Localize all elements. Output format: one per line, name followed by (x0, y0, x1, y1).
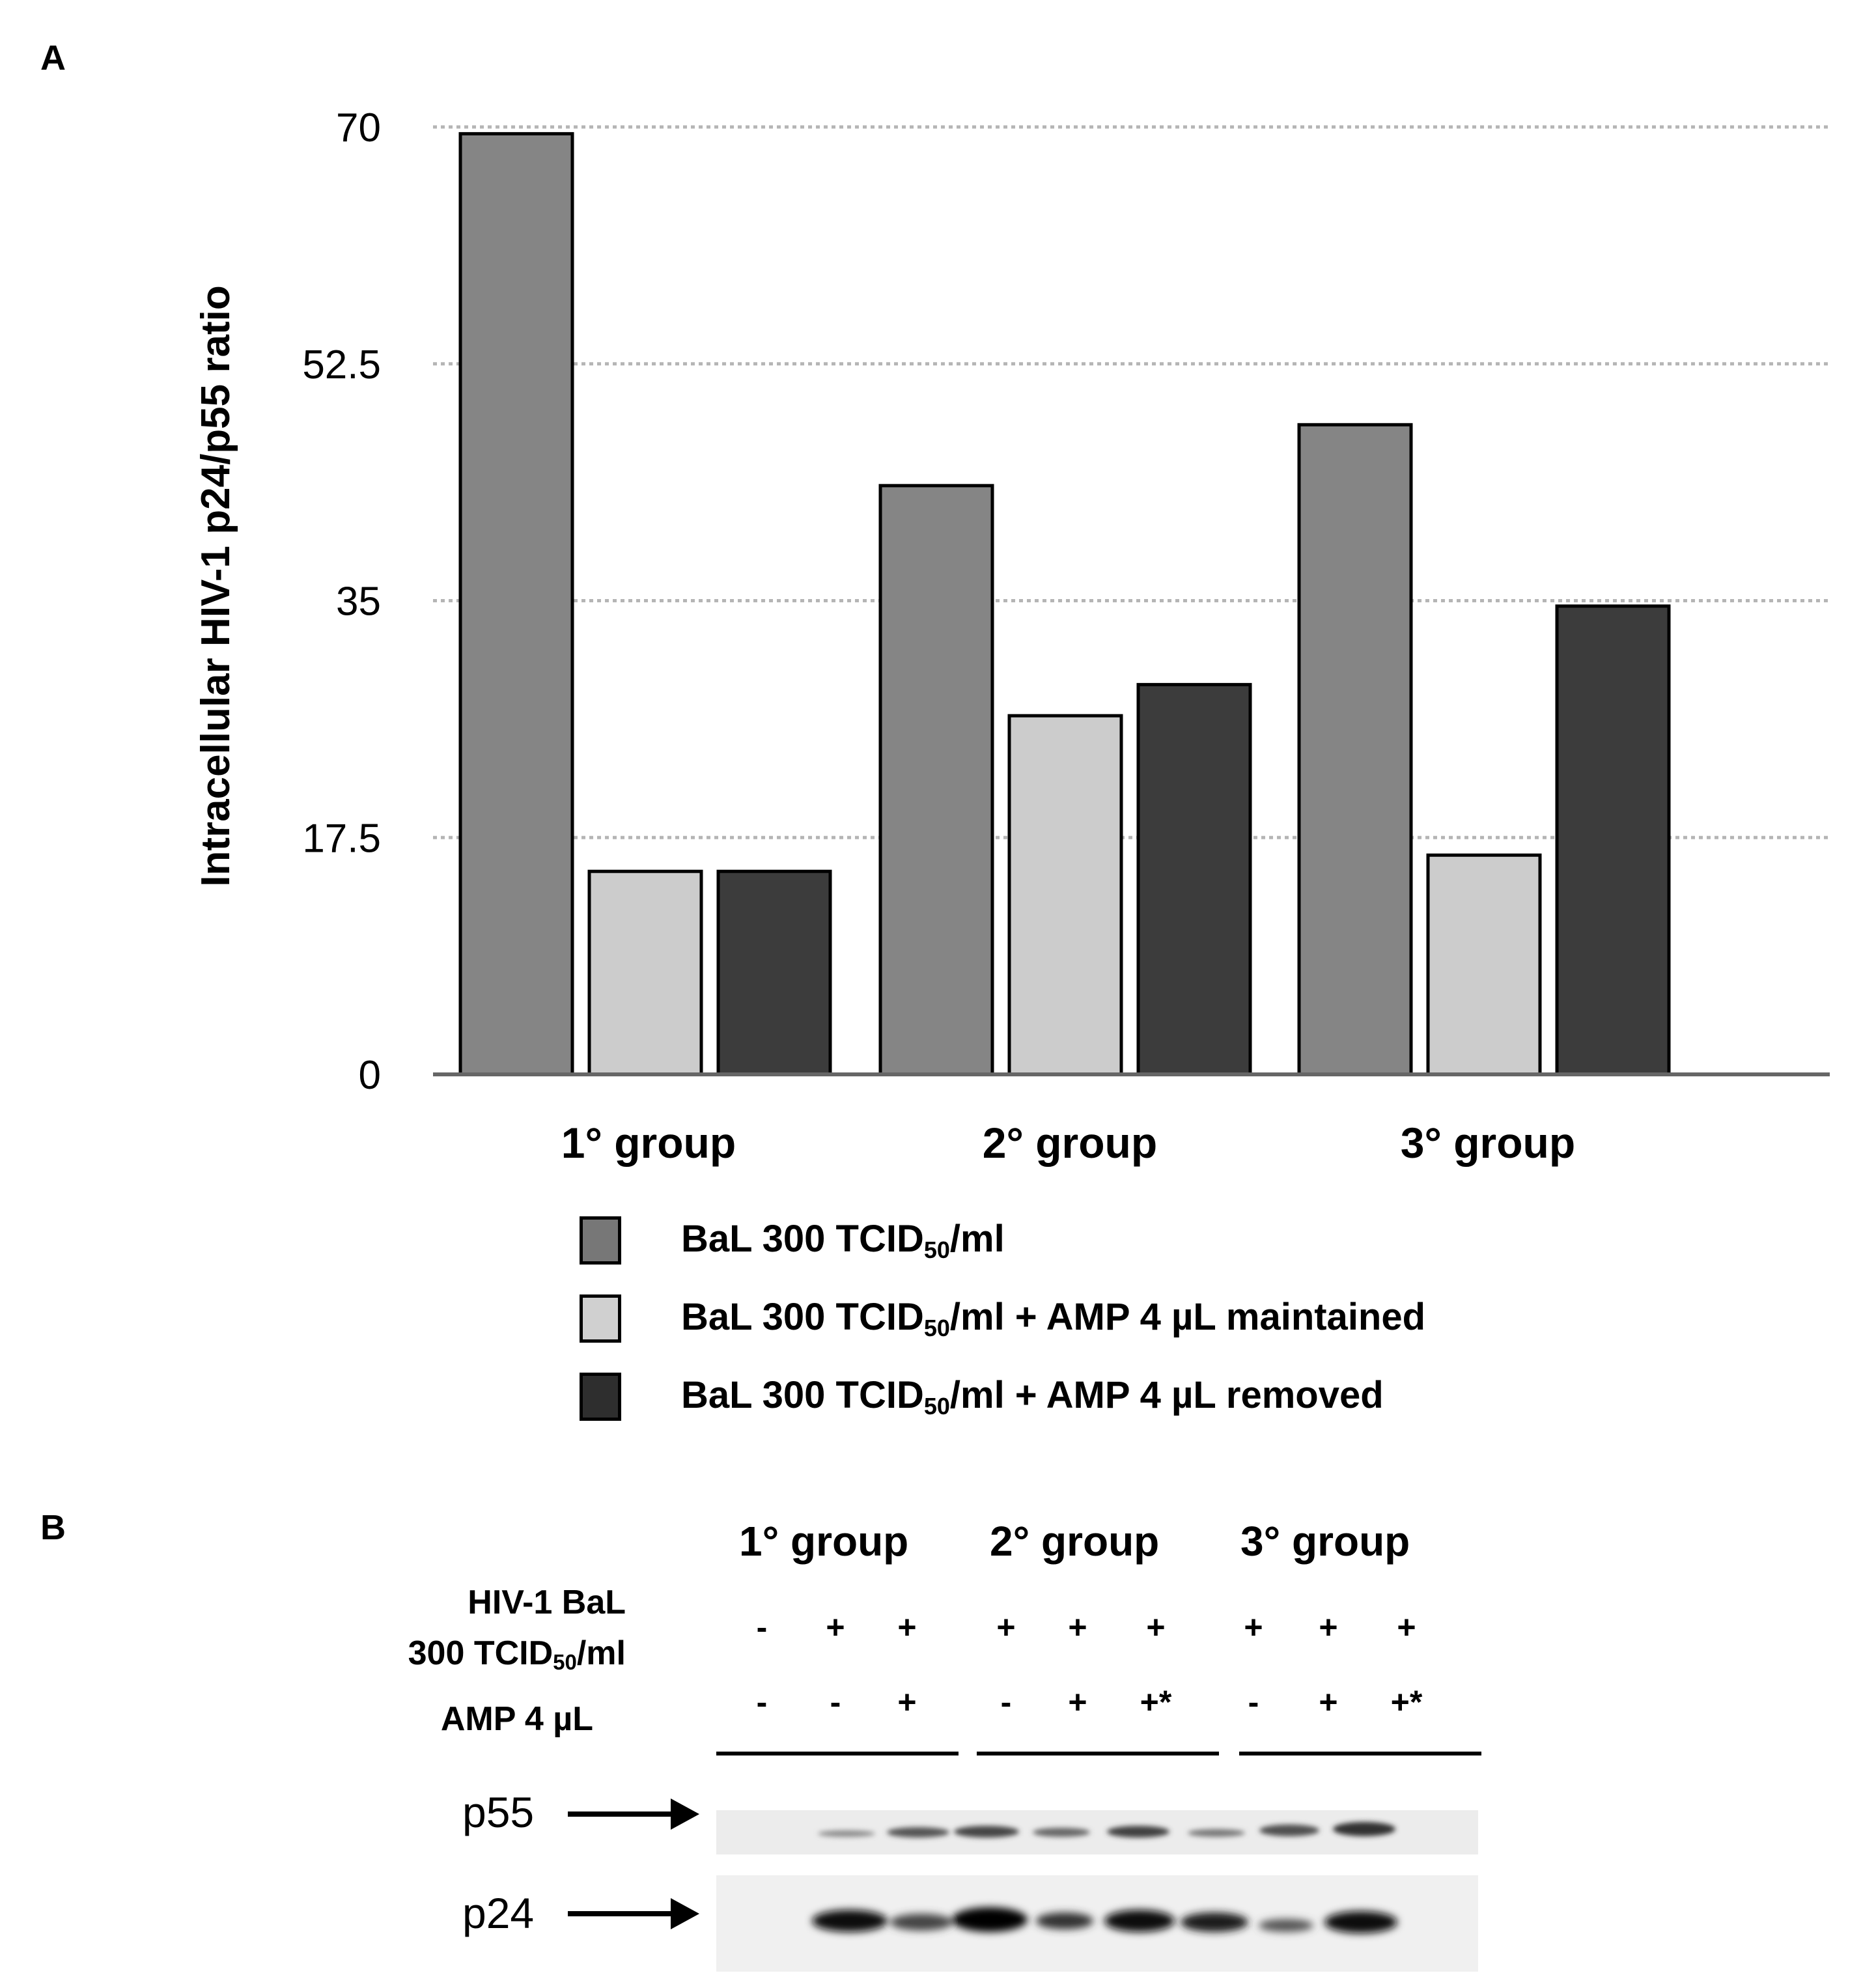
bal-sign: + (826, 1609, 845, 1645)
p24-band (1036, 1912, 1093, 1929)
y-tick-label: 70 (336, 105, 381, 150)
bal-sign: + (897, 1609, 917, 1645)
bal-sign: + (996, 1609, 1016, 1645)
category-label: 3° group (1401, 1119, 1575, 1167)
p55-band (818, 1830, 875, 1837)
category-labels: 1° group 2° group 3° group (561, 1119, 1575, 1167)
bar (878, 484, 994, 1076)
bar (1426, 853, 1542, 1076)
blot-group-2-header: 2° group (990, 1518, 1160, 1565)
p24-band (952, 1907, 1028, 1932)
bar (716, 869, 832, 1076)
p55-band (1259, 1825, 1319, 1836)
legend-item: BaL 300 TCID50/ml + AMP 4 µL maintained (580, 1280, 1425, 1358)
group-1-underline (716, 1752, 959, 1755)
bar-chart: 0 17.5 35 52.5 70 1° group 2° group 3° group I… (193, 105, 1830, 1167)
bal-sign: + (1146, 1609, 1166, 1645)
p55-band (1033, 1828, 1090, 1837)
amp-sign: + (897, 1684, 917, 1720)
band-label-p55: p55 (462, 1788, 535, 1836)
legend-label: BaL 300 TCID50/ml (681, 1218, 1005, 1263)
legend-swatch-maintained (580, 1294, 621, 1343)
bal-sign: + (1319, 1609, 1338, 1645)
p24-band (1324, 1911, 1397, 1933)
bar (1297, 423, 1413, 1076)
panel-a-label: A (40, 38, 66, 77)
amp-sign: - (1000, 1684, 1012, 1720)
amp-sign: - (830, 1684, 841, 1720)
bar (1136, 682, 1252, 1076)
blot-group-3-header: 3° group (1240, 1518, 1410, 1565)
p24-bands (812, 1907, 1397, 1933)
category-label: 2° group (983, 1119, 1157, 1167)
legend-label: BaL 300 TCID50/ml + AMP 4 µL maintained (681, 1296, 1426, 1341)
bars (458, 132, 1671, 1076)
p55-band (1107, 1826, 1169, 1838)
legend: BaL 300 TCID50/ml BaL 300 TCID50/ml + AM… (580, 1201, 1425, 1436)
bal-sign: + (1397, 1609, 1416, 1645)
bar (587, 869, 703, 1076)
y-tick-label: 0 (359, 1053, 381, 1098)
arrow-p55-icon (568, 1798, 699, 1830)
legend-swatch-removed (580, 1373, 621, 1421)
panel-b-label: B (40, 1508, 66, 1547)
bal-sign: + (1068, 1609, 1087, 1645)
amp-sign: + (1068, 1684, 1087, 1720)
bar (458, 132, 574, 1076)
y-tick-label: 35 (336, 580, 381, 624)
bar (1555, 604, 1671, 1076)
y-tick-labels: 0 17.5 35 52.5 70 (302, 105, 381, 1098)
category-label: 1° group (561, 1119, 736, 1167)
p55-band (1333, 1822, 1395, 1836)
amp-sign: + (1319, 1684, 1338, 1720)
p55-band (954, 1826, 1019, 1838)
group-3-underline (1239, 1752, 1481, 1755)
amp-sign: +* (1390, 1684, 1423, 1720)
p55-bands (818, 1822, 1395, 1838)
legend-label: BaL 300 TCID50/ml + AMP 4 µL removed (681, 1374, 1384, 1420)
blot-group-1-header: 1° group (739, 1518, 909, 1565)
row-label-amp: AMP 4 µL (440, 1700, 593, 1738)
row-label-hiv-bal: HIV-1 BaL 300 TCID50/ml (408, 1584, 626, 1674)
arrow-p24-icon (568, 1898, 699, 1929)
bal-sign: + (1244, 1609, 1263, 1645)
p24-band (890, 1914, 953, 1931)
amp-sign: +* (1140, 1684, 1172, 1720)
legend-swatch-bal (580, 1216, 621, 1265)
p55-band (887, 1827, 949, 1838)
p24-band (812, 1910, 888, 1932)
blot-image (716, 1810, 1478, 1972)
y-tick-label: 17.5 (302, 816, 381, 861)
p55-band (1188, 1829, 1245, 1837)
p24-band (1259, 1919, 1313, 1932)
amp-sign: - (1248, 1684, 1259, 1720)
gridlines (433, 125, 1830, 839)
legend-item: BaL 300 TCID50/ml (580, 1201, 1425, 1280)
y-axis-label: Intracellular HIV-1 p24/p55 ratio (193, 285, 238, 886)
group-2-underline (977, 1752, 1219, 1755)
bar (1007, 714, 1123, 1076)
p24-band (1104, 1910, 1175, 1932)
amp-sign: - (756, 1684, 768, 1720)
bal-sign: - (756, 1609, 768, 1645)
y-tick-label: 52.5 (302, 343, 381, 387)
legend-item: BaL 300 TCID50/ml + AMP 4 µL removed (580, 1358, 1425, 1436)
band-label-p24: p24 (462, 1889, 535, 1937)
p24-band (1181, 1912, 1248, 1932)
